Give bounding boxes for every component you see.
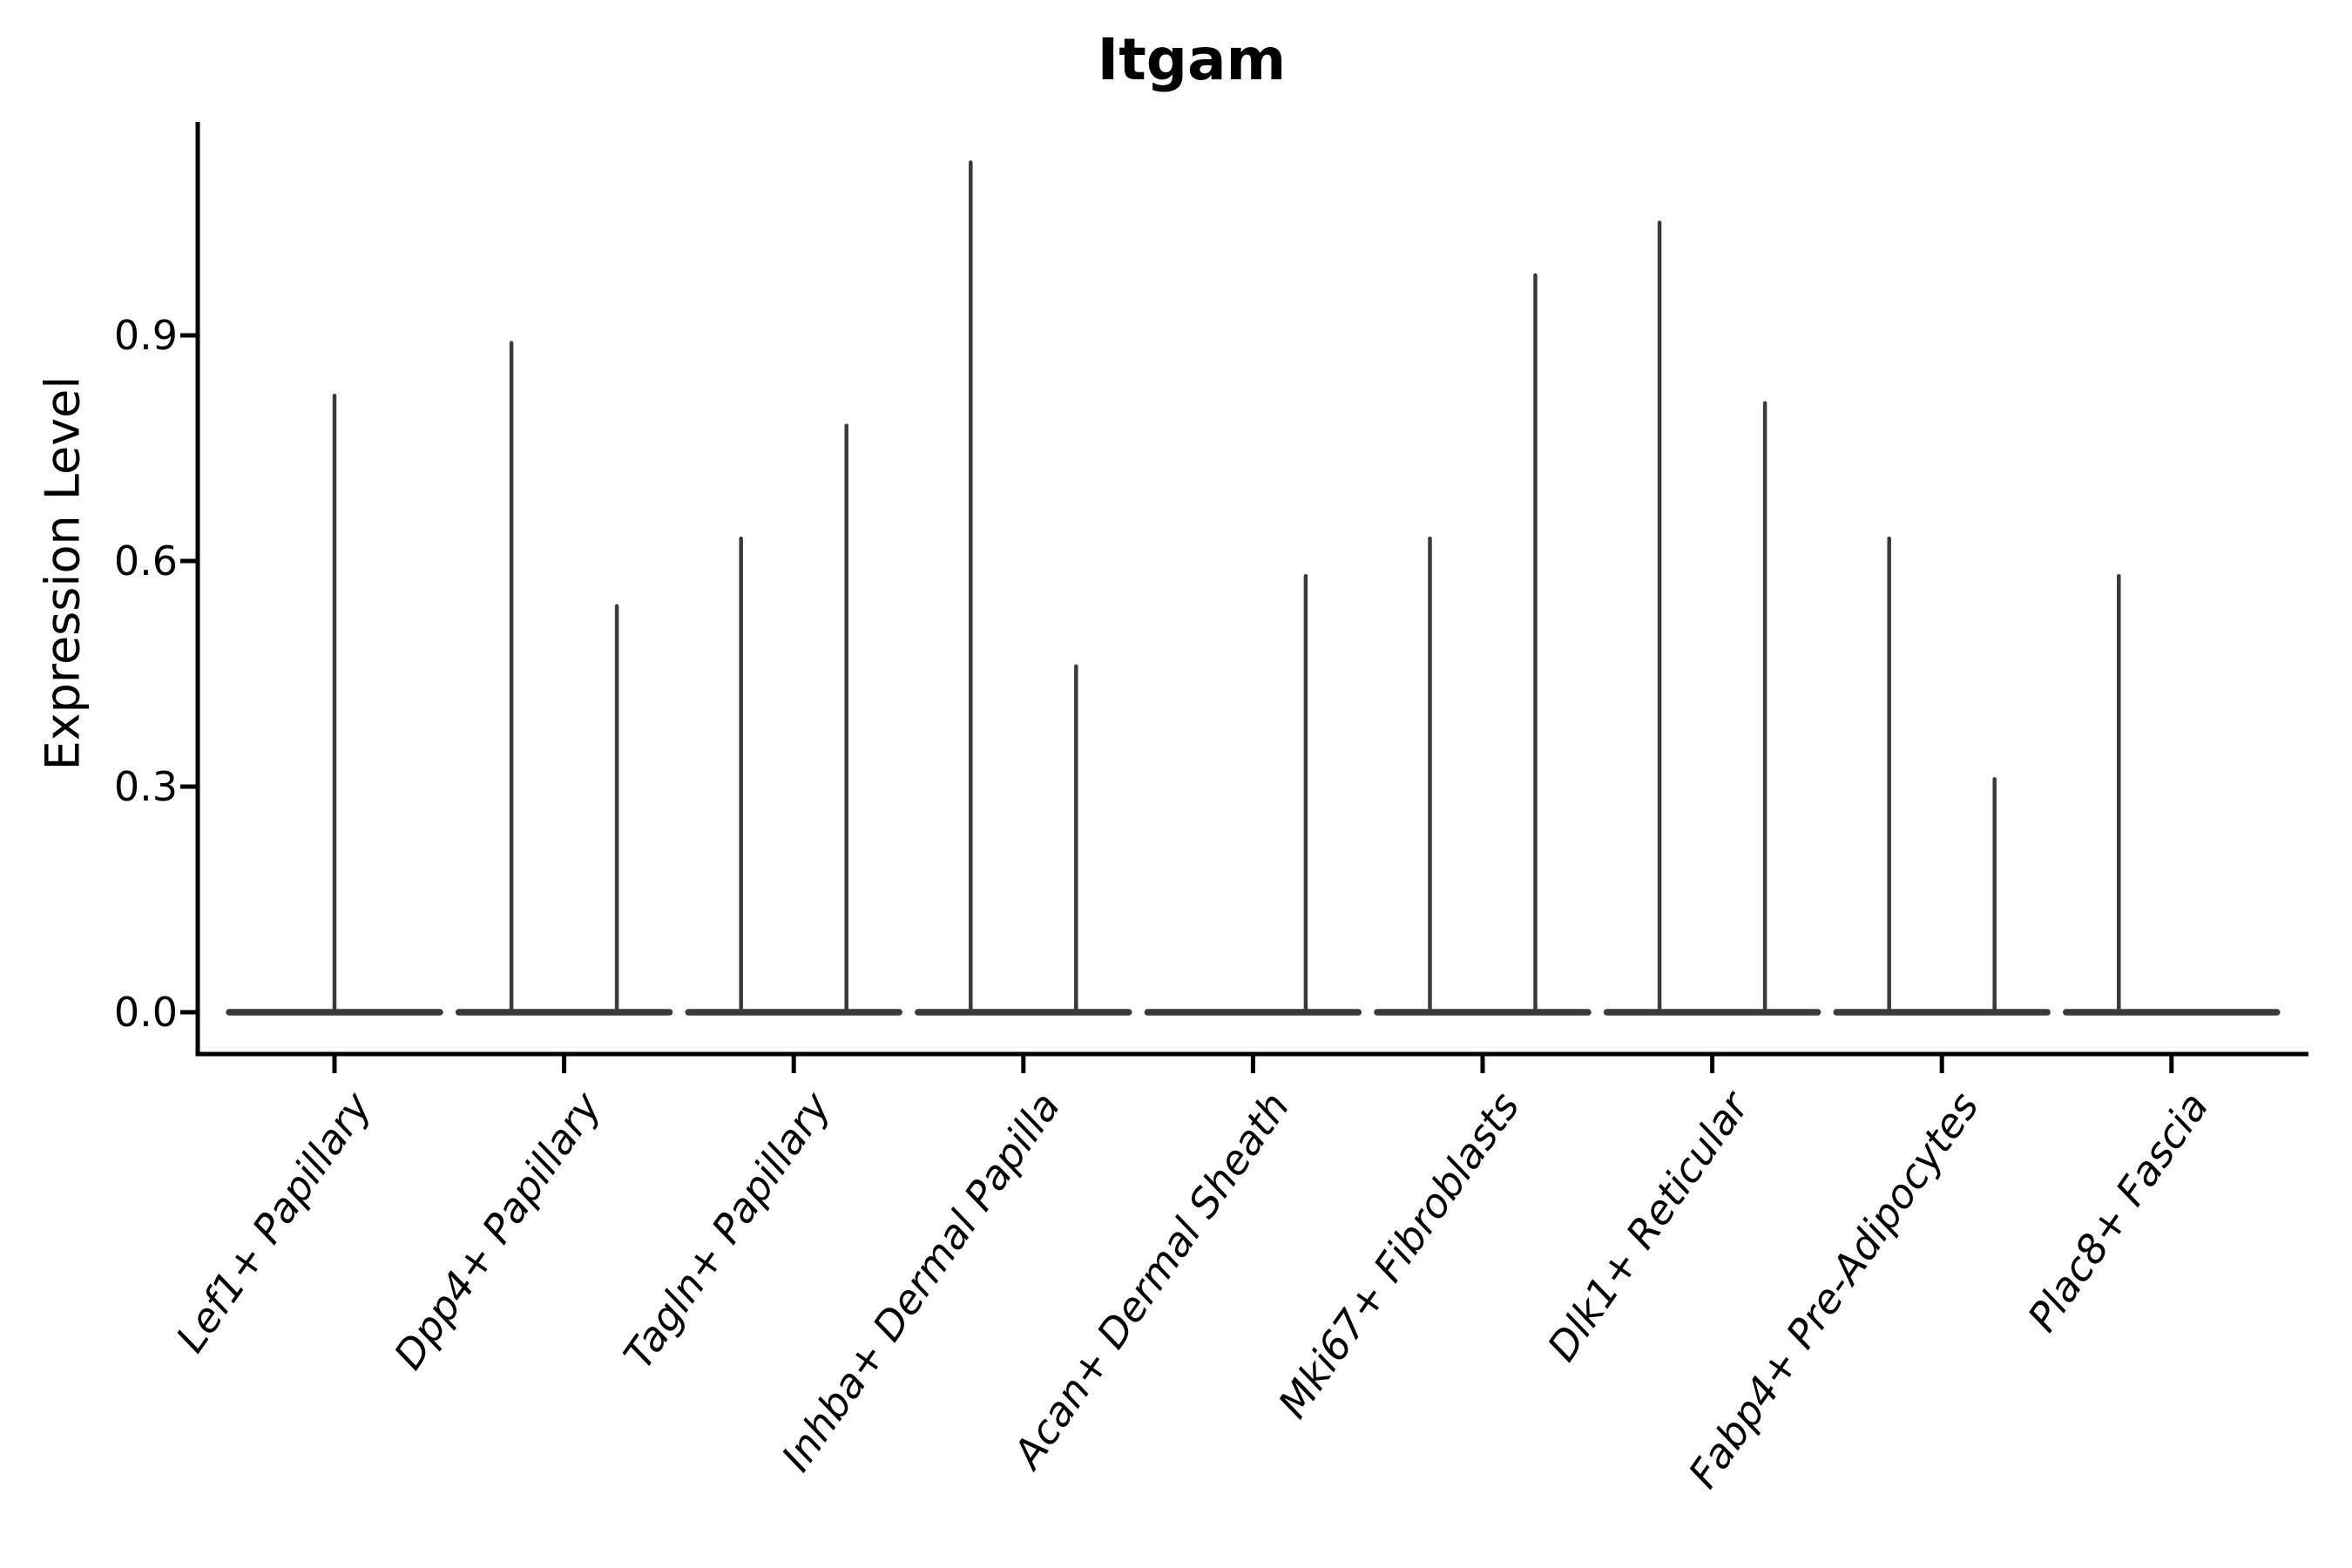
- y-tick-label: 0.9: [113, 312, 178, 359]
- violin-8: [1833, 536, 2051, 1016]
- violin-2: [455, 341, 673, 1016]
- violin-3: [685, 423, 902, 1016]
- y-tick-label: 0.3: [113, 763, 178, 810]
- y-tick-label: 0.6: [113, 537, 178, 585]
- chart-title: Itgam: [1097, 26, 1287, 93]
- y-tick-label: 0.0: [113, 989, 178, 1036]
- violin-4: [915, 160, 1132, 1016]
- violin-9: [2063, 574, 2281, 1016]
- violin-1: [226, 393, 443, 1016]
- violin-7: [1603, 220, 1821, 1016]
- violin-5: [1144, 574, 1362, 1016]
- violin-6: [1374, 273, 1592, 1016]
